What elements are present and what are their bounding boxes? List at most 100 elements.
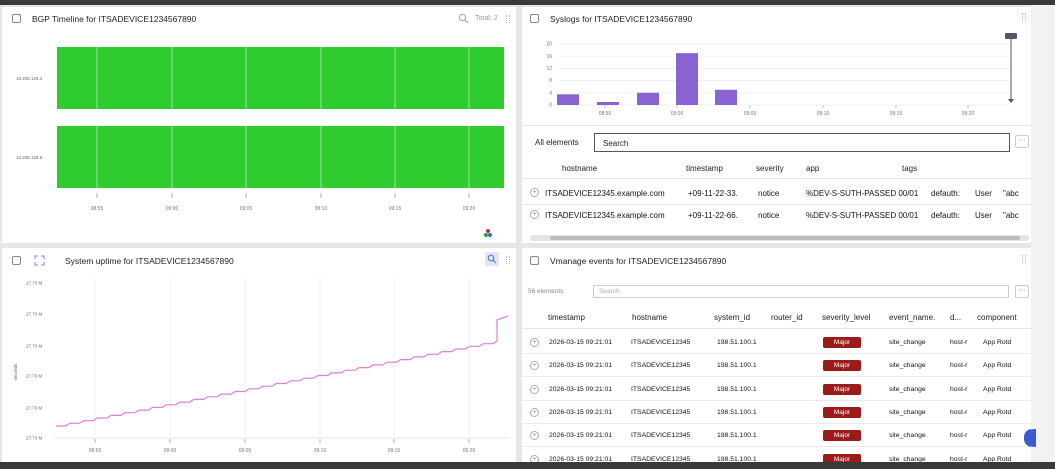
table-row[interactable]: +2026-03-15 09:21:01 ITSADEVICE12345 198.5… xyxy=(522,448,1031,463)
syslog-hostname: ITSADEVICE12345.example.com xyxy=(545,211,665,220)
bgp-x-tick-label: 09:10 xyxy=(315,206,328,212)
vmanage-col-component[interactable]: component xyxy=(977,313,1017,322)
drag-handle-icon[interactable] xyxy=(506,256,510,264)
vmanage-hostname: ITSADEVICE12345 xyxy=(631,385,691,393)
vmanage-col-event-name[interactable]: event_name. xyxy=(889,313,936,322)
vmanage-panel-checkbox[interactable] xyxy=(530,256,539,265)
severity-badge: Major xyxy=(823,453,861,462)
expand-row-icon[interactable]: + xyxy=(530,407,539,417)
uptime-panel-checkbox[interactable] xyxy=(12,256,21,265)
syslogs-y-tick-label: 12 xyxy=(546,66,552,72)
search-icon[interactable] xyxy=(458,13,469,24)
divider xyxy=(522,178,1031,179)
vmanage-col-router-id[interactable]: router_id xyxy=(771,313,803,322)
search-button[interactable] xyxy=(485,252,499,266)
table-row[interactable]: + ITSADEVICE12345.example.com +09-11-22-… xyxy=(522,183,1031,203)
bgp-x-tick-label: 09:00 xyxy=(166,206,179,212)
scrollbar-thumb[interactable] xyxy=(550,236,1020,240)
syslog-severity: notice xyxy=(758,189,780,198)
expand-row-icon[interactable]: + xyxy=(530,210,539,219)
table-row[interactable]: +2026-03-15 09:21:01 ITSADEVICE12345 198.5… xyxy=(522,424,1031,448)
vmanage-count-label: 56 elements xyxy=(528,288,564,295)
expand-row-icon[interactable]: + xyxy=(530,361,539,371)
more-options-button[interactable]: ··· xyxy=(1015,285,1029,298)
expand-row-icon[interactable]: + xyxy=(530,384,539,394)
table-row[interactable]: +2026-03-15 09:21:01 ITSADEVICE12345 198.5… xyxy=(522,378,1031,401)
uptime-x-tick-label: 08:55 xyxy=(89,448,102,454)
table-row[interactable]: +2026-03-15 09:21:01 ITSADEVICE12345 198.5… xyxy=(522,401,1031,424)
expand-row-icon[interactable]: + xyxy=(530,338,539,347)
uptime-line xyxy=(56,315,509,427)
vmanage-event-name: site_change xyxy=(889,455,926,463)
bgp-timeline-panel: BGP Timeline for ITSADEVICE1234567890 To… xyxy=(2,7,516,243)
syslogs-panel-title: Syslogs for ITSADEVICE1234567890 xyxy=(550,14,693,24)
bgp-panel-checkbox[interactable] xyxy=(12,14,21,23)
floating-help-button-visible[interactable] xyxy=(1026,429,1036,447)
vmanage-search-input[interactable]: Search xyxy=(593,285,1009,298)
divider xyxy=(522,204,1031,205)
syslogs-col-tags[interactable]: tags xyxy=(902,164,918,173)
syslogs-bar[interactable] xyxy=(676,53,698,105)
syslogs-col-timestamp[interactable]: timestamp xyxy=(686,164,723,173)
uptime-gridlines xyxy=(54,277,510,439)
vmanage-events-panel: Vmanage events for ITSADEVICE1234567890 … xyxy=(522,248,1031,462)
vmanage-system-id: 198.51.100.1 xyxy=(717,432,757,440)
table-row[interactable]: +2026-03-15 09:21:01 ITSADEVICE12345 198.5… xyxy=(522,354,1031,378)
syslogs-col-severity[interactable]: severity xyxy=(756,164,784,173)
divider xyxy=(522,125,1031,126)
uptime-y-axis: 27.73 M 27.73 M 27.73 M 27.73 M 27.73 M 27.73… xyxy=(26,281,43,441)
vmanage-col-system-id[interactable]: system_id xyxy=(714,313,751,322)
syslogs-bar[interactable] xyxy=(597,101,619,105)
bgp-x-tick-label: 08:55 xyxy=(91,206,104,212)
table-row[interactable]: +2026-03-15 09:21:01 ITSADEVICE12345 198.5… xyxy=(522,331,1031,354)
drag-handle-icon[interactable] xyxy=(1022,13,1026,21)
chart-options-icon[interactable] xyxy=(484,229,493,237)
syslogs-col-hostname[interactable]: hostname xyxy=(562,164,598,173)
bgp-gridlines xyxy=(96,47,470,188)
more-options-button[interactable]: ··· xyxy=(1015,135,1029,148)
syslogs-panel-checkbox[interactable] xyxy=(530,14,539,23)
vmanage-event-name: site_change xyxy=(889,339,926,346)
horizontal-scrollbar[interactable] xyxy=(530,235,1029,241)
syslog-timestamp: +09-11-22-33. xyxy=(688,189,738,198)
vmanage-d: host-r xyxy=(950,339,968,346)
vmanage-event-name: site_change xyxy=(889,362,926,370)
uptime-y-tick-label: 27.73 M xyxy=(26,344,43,349)
vmanage-col-d[interactable]: d... xyxy=(950,313,962,322)
vmanage-timestamp: 2026-03-15 09:21:01 xyxy=(549,385,613,393)
expand-row-icon[interactable]: + xyxy=(530,454,539,462)
syslog-tag: User xyxy=(975,211,992,220)
vmanage-col-severity-level[interactable]: severity_level xyxy=(822,313,871,322)
expand-icon[interactable] xyxy=(34,255,45,266)
table-row[interactable]: + ITSADEVICE12345.example.com +09-11-22-… xyxy=(522,205,1031,225)
expand-row-icon[interactable]: + xyxy=(530,188,539,197)
drag-handle-icon[interactable] xyxy=(506,15,510,23)
bgp-total-label: Total: 2 xyxy=(475,15,498,22)
time-range-slider-handle[interactable] xyxy=(1005,33,1017,39)
vmanage-component: App Rotd xyxy=(983,385,1012,393)
expand-row-icon[interactable]: + xyxy=(530,431,539,441)
vmanage-col-hostname[interactable]: hostname xyxy=(632,313,668,322)
syslogs-bar[interactable] xyxy=(637,92,659,105)
bgp-x-tick-label: 09:15 xyxy=(389,206,402,212)
vmanage-d: host-r xyxy=(950,455,968,463)
syslog-app: %DEV-S-SUTH-PASSED 00/01 xyxy=(806,211,919,220)
syslogs-bar[interactable] xyxy=(715,89,737,105)
syslogs-y-tick-label: 8 xyxy=(549,78,552,84)
bgp-x-axis: 08:55 09:00 09:05 09:10 09:15 09:20 xyxy=(91,193,475,212)
drag-handle-icon[interactable] xyxy=(1022,255,1026,263)
syslogs-x-tick-label: 08:55 xyxy=(599,111,612,117)
syslogs-bar[interactable] xyxy=(557,94,579,105)
syslog-app: %DEV-S-SUTH-PASSED 00/01 xyxy=(806,189,919,198)
uptime-x-tick-label: 09:10 xyxy=(314,448,327,454)
vmanage-hostname: ITSADEVICE12345 xyxy=(631,408,691,416)
vmanage-timestamp: 2026-03-15 09:21:01 xyxy=(549,432,613,440)
uptime-panel-title: System uptime for ITSADEVICE1234567890 xyxy=(65,256,234,266)
syslogs-search-input[interactable]: Search xyxy=(594,133,1010,152)
syslogs-col-app[interactable]: app xyxy=(806,164,820,173)
syslogs-x-tick-label: 09:20 xyxy=(962,111,975,117)
syslog-tag: User xyxy=(975,189,992,198)
time-range-slider-end[interactable] xyxy=(1008,99,1014,103)
vmanage-timestamp: 2026-03-15 09:21:01 xyxy=(549,408,613,416)
vmanage-col-timestamp[interactable]: timestamp xyxy=(548,313,585,322)
